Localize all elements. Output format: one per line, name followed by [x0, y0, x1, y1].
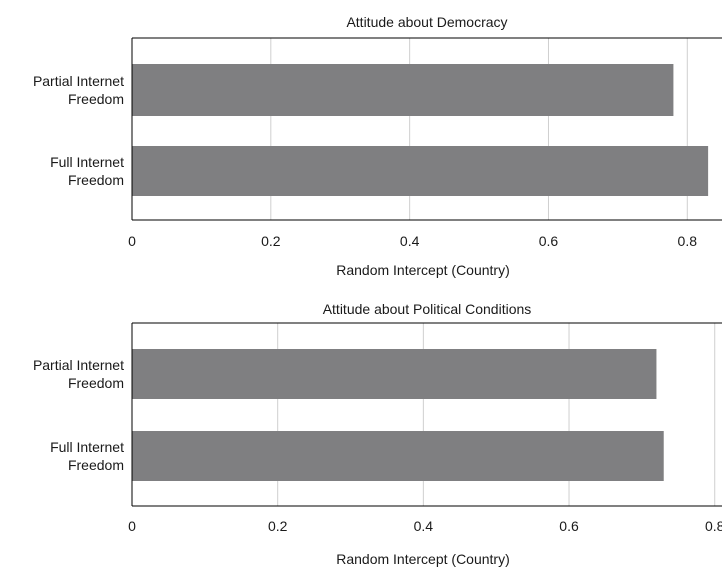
bar	[132, 64, 674, 116]
x-tick-label: 0.6	[539, 233, 559, 249]
x-tick-label: 0	[128, 233, 136, 249]
chart-panel-1: Attitude about Democracy Partial Internet…	[33, 14, 722, 278]
x-tick-label: 0.4	[414, 518, 434, 534]
y-tick-label: Partial Internet Freedom	[33, 73, 124, 107]
x-tick-label: 0.6	[559, 518, 579, 534]
x-tick-label: 0.8	[705, 518, 722, 534]
x-tick-label: 0.2	[268, 518, 288, 534]
chart-title: Attitude about Democracy	[346, 14, 507, 30]
bar	[132, 431, 664, 481]
x-tick-label: 0	[128, 518, 136, 534]
x-tick-label: 0.8	[678, 233, 698, 249]
y-tick-label: Full Internet Freedom	[50, 154, 124, 188]
chart-panel-2: Attitude about Political Conditions Parti…	[33, 301, 722, 567]
x-axis-label: Random Intercept (Country)	[336, 262, 510, 278]
x-tick-label: 0.2	[261, 233, 281, 249]
bar	[132, 349, 657, 399]
chart-title: Attitude about Political Conditions	[323, 301, 532, 317]
x-axis-label: Random Intercept (Country)	[336, 551, 510, 567]
y-tick-label: Partial Internet Freedom	[33, 357, 124, 391]
bar	[132, 146, 709, 196]
x-tick-label: 0.4	[400, 233, 420, 249]
y-tick-label: Full Internet Freedom	[50, 439, 124, 473]
